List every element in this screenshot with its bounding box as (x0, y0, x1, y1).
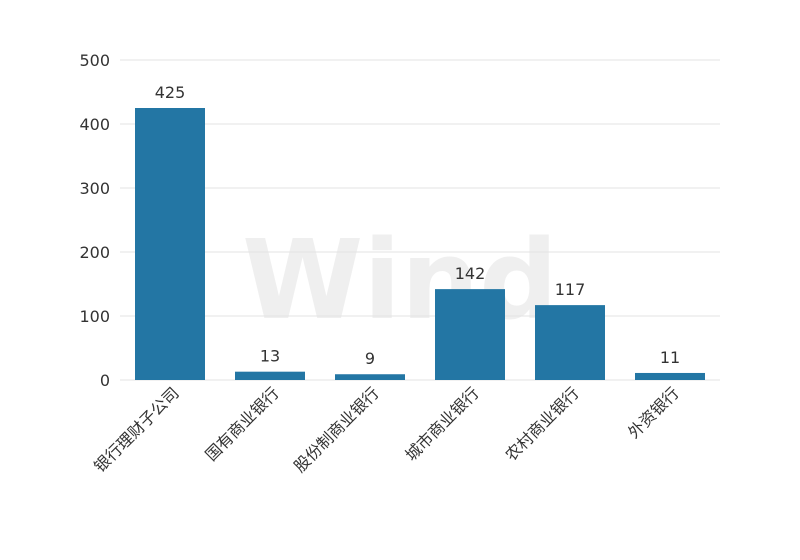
value-label: 13 (260, 347, 280, 366)
bar (335, 374, 405, 380)
x-tick-label: 城市商业银行 (402, 383, 483, 464)
y-tick-label: 0 (100, 371, 110, 390)
value-label: 142 (455, 264, 486, 283)
x-tick-label: 农村商业银行 (502, 383, 583, 464)
value-label: 11 (660, 348, 680, 367)
value-label: 425 (155, 83, 186, 102)
bar (635, 372, 705, 380)
bar (135, 108, 205, 380)
y-tick-label: 400 (79, 115, 110, 134)
watermark: Wind (242, 216, 558, 344)
bar (435, 289, 505, 380)
value-label: 9 (365, 349, 375, 368)
bar (235, 371, 305, 380)
x-tick-label: 国有商业银行 (202, 383, 283, 464)
y-tick-label: 500 (79, 51, 110, 70)
y-tick-label: 200 (79, 243, 110, 262)
x-tick-label: 外资银行 (624, 383, 683, 442)
value-label: 117 (555, 280, 586, 299)
y-tick-label: 300 (79, 179, 110, 198)
x-tick-label: 股份制商业银行 (290, 383, 383, 476)
x-tick-label: 银行理财子公司 (90, 383, 183, 476)
bar (535, 305, 605, 380)
y-tick-label: 100 (79, 307, 110, 326)
